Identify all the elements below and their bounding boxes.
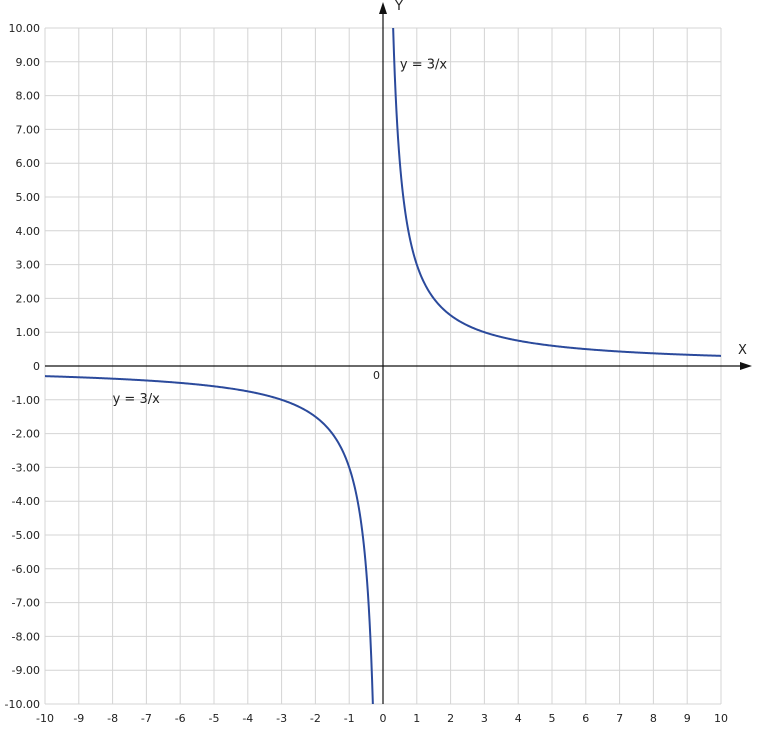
x-axis-arrow <box>740 362 752 370</box>
x-tick-label: 7 <box>616 712 623 725</box>
y-tick-label: 4.00 <box>16 225 41 238</box>
y-tick-label: -3.00 <box>12 461 40 474</box>
axes <box>45 2 752 704</box>
x-tick-label: -9 <box>73 712 84 725</box>
hyperbola-branch-negative <box>44 375 374 705</box>
y-tick-label: 10.00 <box>9 22 41 35</box>
y-tick-label: 1.00 <box>16 326 41 339</box>
hyperbola-branch-positive <box>392 27 722 357</box>
y-axis-label: Y <box>394 0 403 14</box>
origin-label: 0 <box>373 369 380 382</box>
x-tick-label: -2 <box>310 712 321 725</box>
annotations: y = 3/x y = 3/x <box>113 58 448 408</box>
x-tick-label: 0 <box>380 712 387 725</box>
x-tick-label: 1 <box>413 712 420 725</box>
curve-annotation: y = 3/x <box>400 58 448 73</box>
y-tick-label: 6.00 <box>16 157 41 170</box>
y-tick-label: -5.00 <box>12 529 40 542</box>
x-tick-label: -8 <box>107 712 118 725</box>
x-tick-label: -7 <box>141 712 152 725</box>
x-tick-label: 9 <box>684 712 691 725</box>
tick-labels: -10 -9 -8 -7 -6 -5 -4 -3 -2 -1 0 1 2 3 4 5 6 7 8 9 1010.009.… <box>5 22 728 725</box>
y-tick-label: -4.00 <box>12 495 40 508</box>
x-tick-label: -1 <box>344 712 355 725</box>
x-tick-label: 6 <box>582 712 589 725</box>
x-tick-label: -10 <box>36 712 54 725</box>
curves <box>44 27 722 705</box>
x-tick-label: 4 <box>515 712 522 725</box>
y-axis-arrow <box>379 2 387 14</box>
y-tick-label: 7.00 <box>16 123 41 136</box>
x-tick-label: 2 <box>447 712 454 725</box>
y-tick-label: -9.00 <box>12 664 40 677</box>
y-tick-label: -7.00 <box>12 597 40 610</box>
y-tick-label: 9.00 <box>16 56 41 69</box>
curve-annotation: y = 3/x <box>113 392 161 407</box>
y-tick-label: -6.00 <box>12 563 40 576</box>
x-tick-label: 5 <box>549 712 556 725</box>
x-tick-label: -3 <box>276 712 287 725</box>
x-tick-label: 10 <box>714 712 728 725</box>
y-tick-label: -2.00 <box>12 428 40 441</box>
x-tick-label: 8 <box>650 712 657 725</box>
y-tick-label: -1.00 <box>12 394 40 407</box>
x-tick-label: 3 <box>481 712 488 725</box>
y-tick-label: 3.00 <box>16 259 41 272</box>
y-tick-label: -8.00 <box>12 630 40 643</box>
y-tick-label: -10.00 <box>5 698 40 711</box>
x-tick-label: -6 <box>175 712 186 725</box>
x-axis-label: X <box>738 343 747 358</box>
y-tick-label: 2.00 <box>16 292 41 305</box>
y-tick-label: 0 <box>33 360 40 373</box>
y-tick-label: 8.00 <box>16 90 41 103</box>
x-tick-label: -4 <box>242 712 253 725</box>
y-tick-label: 5.00 <box>16 191 41 204</box>
x-tick-label: -5 <box>209 712 220 725</box>
